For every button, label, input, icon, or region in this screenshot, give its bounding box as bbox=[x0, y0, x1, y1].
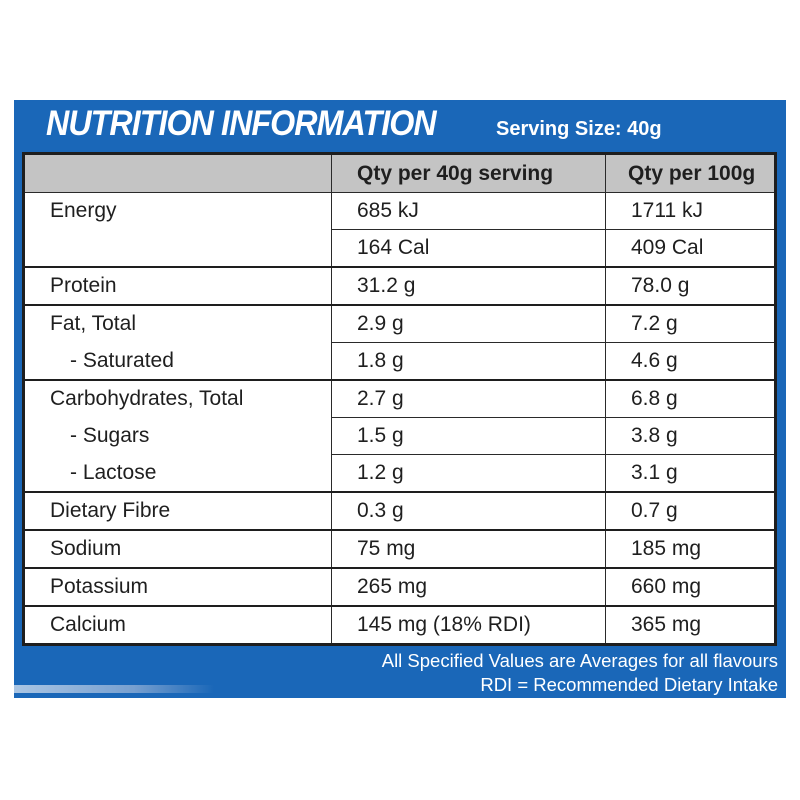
per-100g-value: 7.2 g bbox=[605, 304, 776, 343]
decorative-smudge bbox=[14, 685, 214, 693]
table-row: Sodium 75 mg 185 mg bbox=[23, 529, 776, 569]
per-100g-value: 6.8 g bbox=[605, 379, 776, 418]
table-row: Dietary Fibre 0.3 g 0.7 g bbox=[23, 491, 776, 531]
per-serving-value: 164 Cal bbox=[331, 229, 606, 268]
nutrient-label: - Sugars bbox=[23, 417, 332, 455]
per-serving-value: 145 mg (18% RDI) bbox=[331, 605, 606, 645]
nutrient-label: Potassium bbox=[23, 567, 332, 607]
nutrition-table: Qty per 40g serving Qty per 100g Energy 6… bbox=[22, 152, 777, 646]
per-serving-value: 0.3 g bbox=[331, 491, 606, 531]
per-100g-value: 660 mg bbox=[605, 567, 776, 607]
nutrient-label: Energy bbox=[23, 192, 332, 230]
nutrition-panel: NUTRITION INFORMATION Serving Size: 40g … bbox=[14, 100, 786, 698]
per-serving-value: 75 mg bbox=[331, 529, 606, 569]
nutrient-label bbox=[23, 229, 332, 268]
header-row: Qty per 40g serving Qty per 100g bbox=[23, 153, 776, 193]
nutrient-label: Dietary Fibre bbox=[23, 491, 332, 531]
per-100g-value: 3.1 g bbox=[605, 454, 776, 493]
header-nutrient bbox=[23, 153, 332, 193]
table-row: - Saturated 1.8 g 4.6 g bbox=[23, 342, 776, 381]
per-100g-value: 3.8 g bbox=[605, 417, 776, 455]
per-100g-value: 1711 kJ bbox=[605, 192, 776, 230]
nutrient-label: Carbohydrates, Total bbox=[23, 379, 332, 418]
nutrient-label: - Saturated bbox=[23, 342, 332, 381]
nutrient-label: Protein bbox=[23, 266, 332, 306]
serving-size: Serving Size: 40g bbox=[496, 118, 662, 140]
per-100g-value: 185 mg bbox=[605, 529, 776, 569]
footnote-rdi: RDI = Recommended Dietary Intake bbox=[480, 674, 778, 695]
panel-title: NUTRITION INFORMATION bbox=[46, 104, 437, 143]
header-per-100g: Qty per 100g bbox=[605, 153, 776, 193]
table-row: Fat, Total 2.9 g 7.2 g bbox=[23, 304, 776, 343]
per-serving-value: 1.5 g bbox=[331, 417, 606, 455]
footnote-averages: All Specified Values are Averages for al… bbox=[381, 650, 778, 671]
per-100g-value: 365 mg bbox=[605, 605, 776, 645]
nutrient-label: Calcium bbox=[23, 605, 332, 645]
table-row: Energy 685 kJ 1711 kJ bbox=[23, 192, 776, 230]
table-row: Carbohydrates, Total 2.7 g 6.8 g bbox=[23, 379, 776, 418]
table-row: - Lactose 1.2 g 3.1 g bbox=[23, 454, 776, 493]
per-100g-value: 409 Cal bbox=[605, 229, 776, 268]
nutrient-label: Fat, Total bbox=[23, 304, 332, 343]
nutrient-label: Sodium bbox=[23, 529, 332, 569]
table-row: Potassium 265 mg 660 mg bbox=[23, 567, 776, 607]
per-serving-value: 31.2 g bbox=[331, 266, 606, 306]
table-row: Calcium 145 mg (18% RDI) 365 mg bbox=[23, 605, 776, 645]
per-100g-value: 0.7 g bbox=[605, 491, 776, 531]
table-row: Protein 31.2 g 78.0 g bbox=[23, 266, 776, 306]
header-per-serving: Qty per 40g serving bbox=[331, 153, 606, 193]
per-serving-value: 1.2 g bbox=[331, 454, 606, 493]
per-serving-value: 2.7 g bbox=[331, 379, 606, 418]
per-100g-value: 4.6 g bbox=[605, 342, 776, 381]
table-row: 164 Cal 409 Cal bbox=[23, 229, 776, 268]
nutrient-label: - Lactose bbox=[23, 454, 332, 493]
per-serving-value: 685 kJ bbox=[331, 192, 606, 230]
per-100g-value: 78.0 g bbox=[605, 266, 776, 306]
table-row: - Sugars 1.5 g 3.8 g bbox=[23, 417, 776, 455]
per-serving-value: 265 mg bbox=[331, 567, 606, 607]
per-serving-value: 2.9 g bbox=[331, 304, 606, 343]
per-serving-value: 1.8 g bbox=[331, 342, 606, 381]
